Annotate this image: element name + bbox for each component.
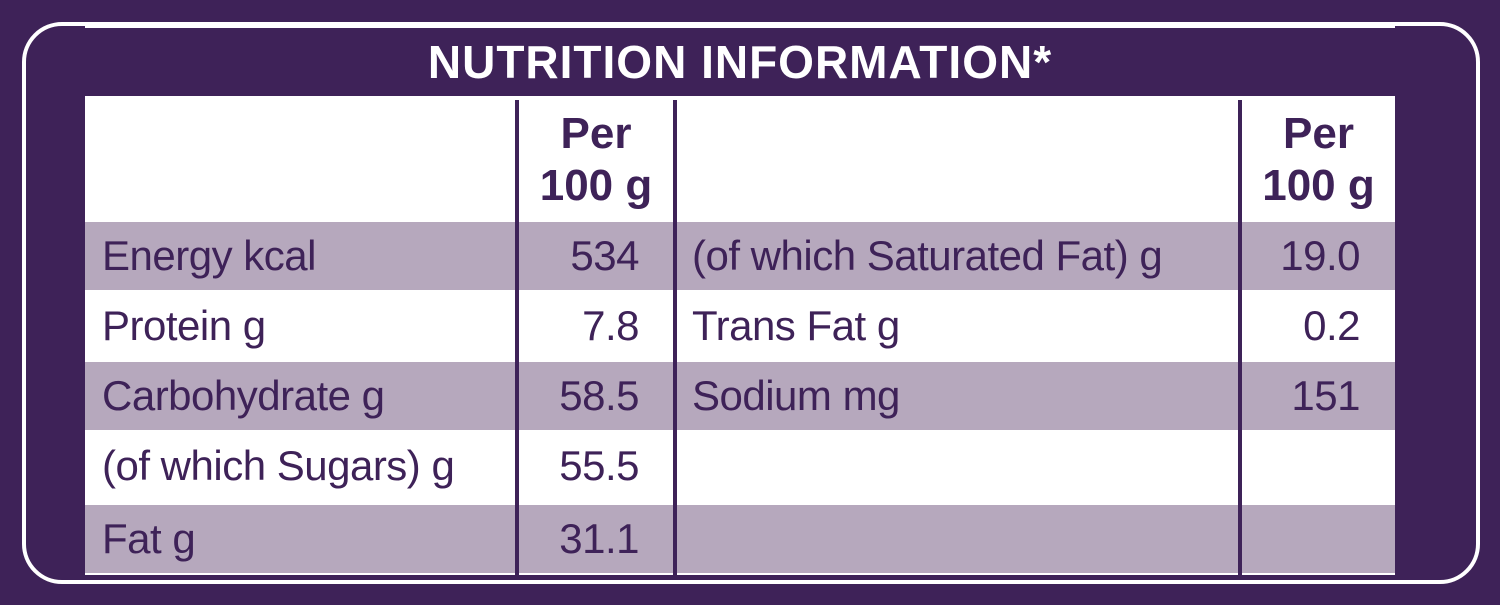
nutrient-value: 151 bbox=[1291, 372, 1360, 419]
column-divider bbox=[1238, 100, 1242, 575]
column-divider bbox=[673, 100, 677, 575]
nutrient-label: Energy kcal bbox=[102, 232, 316, 279]
nutrient-label: (of which Saturated Fat) g bbox=[692, 232, 1163, 279]
column-header: Per 100 g bbox=[539, 109, 653, 210]
row-shade bbox=[85, 505, 1395, 573]
row-shade bbox=[85, 222, 1395, 290]
nutrient-value: 58.5 bbox=[559, 372, 639, 419]
nutrient-value: 55.5 bbox=[559, 442, 639, 489]
nutrient-label: (of which Sugars) g bbox=[102, 442, 455, 489]
nutrient-label: Protein g bbox=[102, 302, 266, 349]
nutrient-label: Fat g bbox=[102, 515, 196, 562]
column-divider bbox=[515, 100, 519, 575]
title: NUTRITION INFORMATION* bbox=[85, 28, 1395, 96]
nutrient-label: Sodium mg bbox=[692, 372, 900, 419]
nutrient-value: 19.0 bbox=[1280, 232, 1360, 279]
nutrient-value: 7.8 bbox=[582, 302, 639, 349]
row-shade bbox=[85, 362, 1395, 430]
nutrient-label: Carbohydrate g bbox=[102, 372, 385, 419]
nutrient-value: 534 bbox=[570, 232, 639, 279]
column-header: Per 100 g bbox=[1262, 109, 1375, 210]
table-panel bbox=[85, 25, 1395, 575]
nutrient-value: 0.2 bbox=[1303, 302, 1360, 349]
nutrient-label: Trans Fat g bbox=[692, 302, 900, 349]
frame bbox=[22, 22, 1480, 584]
nutrient-value: 31.1 bbox=[559, 515, 639, 562]
